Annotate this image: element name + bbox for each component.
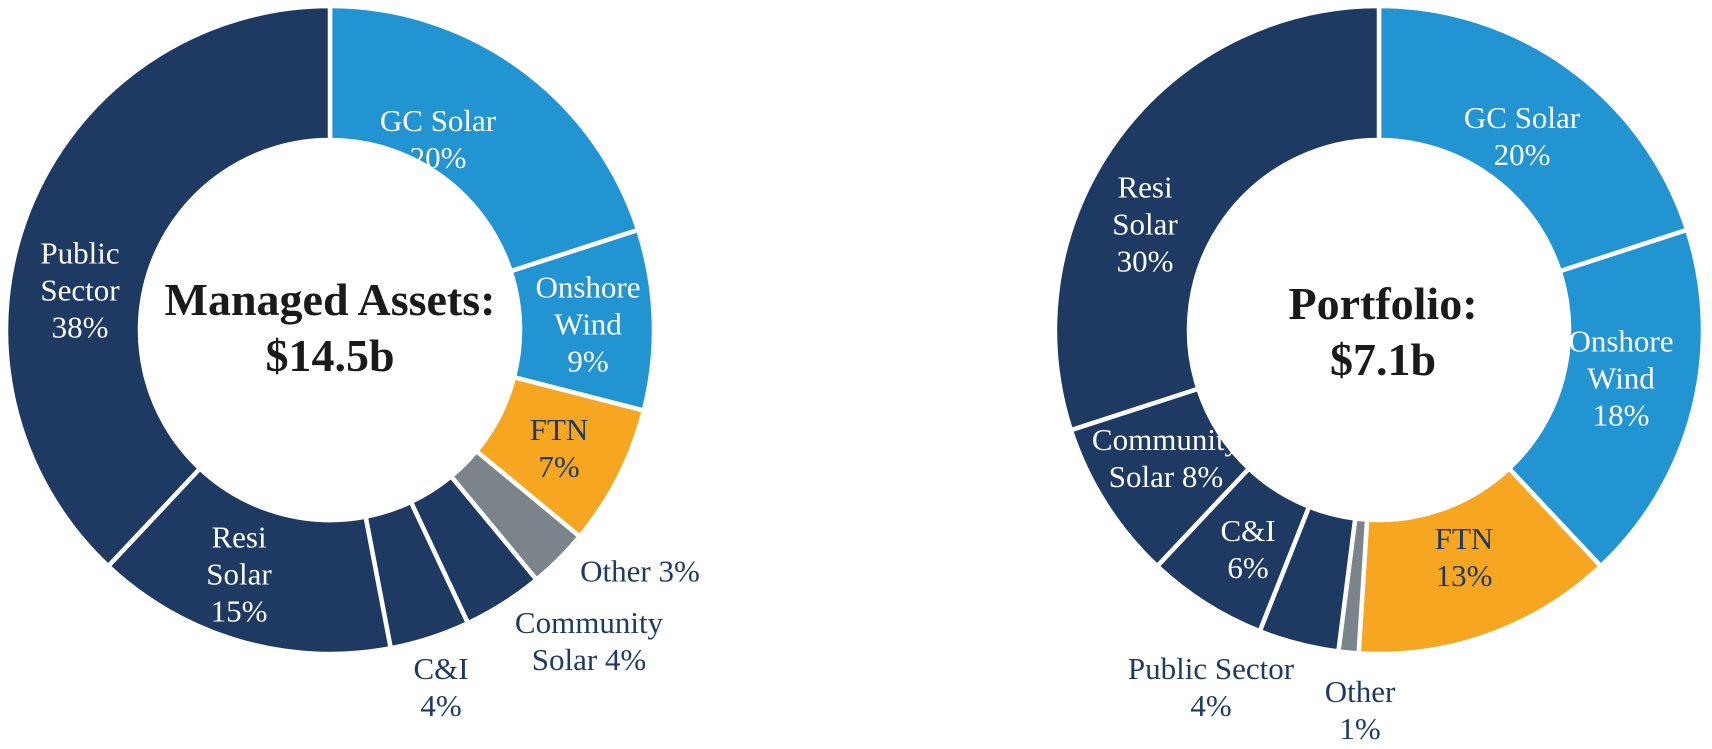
segment-label-managed-assets-c-i: C&I 4%	[413, 650, 468, 724]
center-label-line: $14.5b	[265, 330, 395, 381]
segment-label-portfolio-gc-solar: GC Solar 20%	[1464, 99, 1580, 173]
label-line: C&I	[1220, 513, 1276, 548]
label-line: Other 3%	[580, 553, 700, 589]
label-line: Wind	[1587, 360, 1655, 396]
donut-chart-managed-assets	[3, 3, 657, 657]
label-line: GC Solar	[379, 103, 497, 138]
label-line: 13%	[1435, 558, 1493, 593]
label-line: 15%	[210, 593, 268, 629]
segment-managed-assets-gc-solar	[327, 3, 641, 275]
label-line: 30%	[1116, 243, 1174, 279]
label-line: GC Solar	[1463, 100, 1581, 135]
label-line: Solar 4%	[531, 642, 647, 677]
segment-label-managed-assets-onshore-wind: Onshore Wind 9%	[535, 269, 640, 380]
segment-portfolio-onshore-wind	[1505, 227, 1706, 570]
label-line: 18%	[1592, 397, 1650, 433]
segment-label-portfolio-community-solar: Community Solar 8%	[1092, 421, 1240, 495]
label-line: Solar 8%	[1108, 459, 1224, 494]
label-line: FTN	[1434, 521, 1494, 556]
label-line: Onshore	[535, 269, 641, 305]
segment-label-portfolio-ftn: FTN 13%	[1435, 520, 1494, 594]
segment-label-portfolio-resi-solar: Resi Solar 30%	[1112, 169, 1177, 280]
label-line: 4%	[420, 688, 462, 723]
label-line: 1%	[1339, 711, 1381, 746]
segment-portfolio-gc-solar	[1376, 3, 1690, 275]
center-label-line: Portfolio:	[1288, 278, 1478, 329]
label-line: 6%	[1227, 550, 1269, 585]
label-line: Community	[514, 605, 664, 640]
label-line: 38%	[51, 309, 109, 345]
center-label-line: Managed Assets:	[164, 274, 496, 325]
label-line: 4%	[1190, 688, 1232, 723]
label-line: Public	[40, 235, 120, 271]
label-line: C&I	[413, 651, 469, 686]
segment-portfolio-resi-solar	[1052, 3, 1382, 433]
segment-label-managed-assets-other: Other 3%	[580, 553, 700, 590]
segment-label-managed-assets-public-sector: Public Sector 38%	[40, 235, 119, 346]
chart-center-label-managed-assets: Managed Assets: $14.5b	[165, 272, 496, 384]
segment-label-portfolio-other: Other 1%	[1325, 673, 1396, 747]
segment-managed-assets-resi-solar	[105, 465, 394, 657]
label-line: Resi	[1117, 169, 1173, 205]
label-line: Solar	[206, 556, 272, 592]
label-line: Community	[1091, 422, 1241, 457]
label-line: 20%	[409, 140, 467, 175]
label-line: Other	[1324, 674, 1396, 709]
label-line: Public Sector	[1127, 651, 1295, 686]
center-label-line: $7.1b	[1329, 334, 1437, 385]
segment-label-portfolio-c-i: C&I 6%	[1220, 512, 1275, 586]
label-line: Resi	[211, 519, 267, 555]
label-line: FTN	[529, 412, 589, 447]
label-line: Onshore	[1568, 323, 1674, 359]
segment-label-portfolio-onshore-wind: Onshore Wind 18%	[1568, 323, 1673, 434]
label-line: Wind	[554, 306, 622, 342]
label-line: Solar	[1112, 206, 1178, 242]
segment-label-managed-assets-community-solar: Community Solar 4%	[515, 604, 663, 678]
segment-label-managed-assets-resi-solar: Resi Solar 15%	[206, 519, 271, 630]
chart-center-label-portfolio: Portfolio: $7.1b	[1288, 276, 1477, 388]
label-line: Sector	[40, 272, 120, 308]
label-line: 9%	[567, 343, 609, 379]
segment-label-portfolio-public-sector: Public Sector 4%	[1128, 650, 1294, 724]
segment-label-managed-assets-ftn: FTN 7%	[530, 411, 589, 485]
label-line: 20%	[1493, 137, 1551, 172]
donut-chart-portfolio	[1052, 3, 1706, 657]
segment-managed-assets-public-sector	[3, 3, 333, 570]
label-line: 7%	[538, 449, 580, 484]
segment-label-managed-assets-gc-solar: GC Solar 20%	[380, 102, 496, 176]
